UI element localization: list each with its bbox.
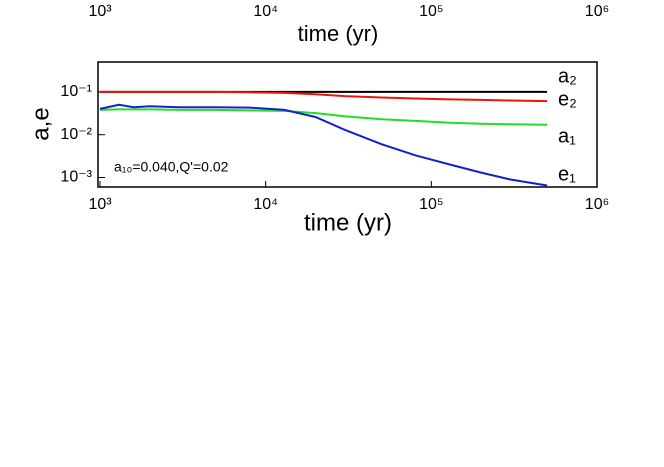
y-tick-label: 10⁻¹: [60, 83, 92, 100]
y-tick-label: 10⁻³: [60, 169, 92, 186]
x-tick-label: 10⁶: [585, 3, 609, 20]
x-axis-label: time (yr): [304, 209, 392, 236]
plot-frame: [97, 61, 598, 188]
series-line: [100, 90, 548, 103]
legend-label: a₁: [558, 125, 576, 147]
x-tick-label: 10⁵: [419, 3, 443, 20]
annotation: a₁₀=0.040,Q'=0.02: [114, 159, 229, 175]
x-tick-label: 10³: [88, 196, 112, 213]
x-tick-label: 10⁵: [419, 196, 443, 213]
x-tick-label: 10⁶: [585, 196, 609, 213]
legend-label: e₁: [558, 163, 576, 185]
legend-label: a₂: [558, 65, 577, 87]
x-axis-label: time (yr): [298, 21, 379, 46]
y-axis-label: a,e: [27, 107, 54, 140]
x-tick-label: 10⁴: [253, 3, 278, 20]
legend-label: e₂: [558, 88, 577, 110]
series-line: [99, 108, 548, 126]
x-tick-label: 10⁴: [253, 196, 278, 213]
y-tick-label: 10⁻²: [60, 126, 92, 143]
series-line: [99, 103, 548, 187]
x-tick-label: 10³: [88, 3, 112, 20]
